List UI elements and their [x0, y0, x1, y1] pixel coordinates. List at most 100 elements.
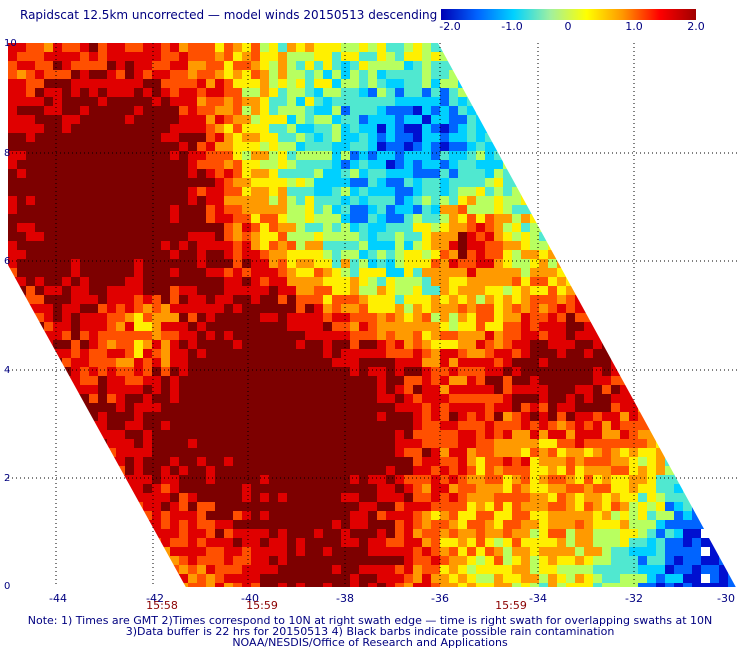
- wind-cell: [440, 43, 449, 52]
- wind-cell: [152, 529, 161, 538]
- wind-cell: [233, 313, 242, 322]
- wind-cell: [206, 340, 215, 349]
- wind-cell: [161, 241, 170, 250]
- wind-cell: [143, 403, 152, 412]
- wind-cell: [422, 556, 431, 565]
- wind-cell: [305, 484, 314, 493]
- wind-cell: [386, 79, 395, 88]
- wind-cell: [584, 574, 593, 583]
- wind-cell: [395, 538, 404, 547]
- wind-cell: [476, 547, 485, 556]
- wind-cell: [71, 565, 80, 574]
- wind-cell: [413, 547, 422, 556]
- wind-cell: [584, 403, 593, 412]
- wind-cell: [62, 232, 71, 241]
- wind-cell: [251, 457, 260, 466]
- wind-cell: [530, 520, 539, 529]
- wind-cell: [674, 556, 683, 565]
- wind-cell: [179, 583, 188, 587]
- wind-cell: [485, 196, 494, 205]
- wind-cell: [458, 340, 467, 349]
- wind-cell: [251, 268, 260, 277]
- wind-cell: [656, 97, 665, 106]
- wind-cell: [287, 196, 296, 205]
- wind-cell: [467, 448, 476, 457]
- wind-cell: [431, 403, 440, 412]
- wind-cell: [476, 457, 485, 466]
- wind-cell: [395, 493, 404, 502]
- wind-cell: [350, 277, 359, 286]
- wind-cell: [305, 142, 314, 151]
- wind-cell: [26, 214, 35, 223]
- wind-cell: [17, 574, 26, 583]
- wind-cell: [71, 214, 80, 223]
- wind-cell: [602, 358, 611, 367]
- wind-cell: [485, 349, 494, 358]
- wind-cell: [683, 295, 692, 304]
- wind-cell: [332, 43, 341, 52]
- wind-cell: [215, 358, 224, 367]
- wind-cell: [35, 439, 44, 448]
- wind-cell: [242, 304, 251, 313]
- wind-cell: [44, 232, 53, 241]
- wind-cell: [350, 340, 359, 349]
- wind-cell: [224, 349, 233, 358]
- wind-cell: [710, 466, 719, 475]
- wind-cell: [161, 502, 170, 511]
- wind-cell: [323, 529, 332, 538]
- wind-cell: [656, 313, 665, 322]
- wind-cell: [386, 547, 395, 556]
- wind-cell: [350, 169, 359, 178]
- wind-cell: [476, 286, 485, 295]
- wind-cell: [314, 97, 323, 106]
- wind-cell: [638, 475, 647, 484]
- wind-cell: [503, 349, 512, 358]
- wind-cell: [125, 295, 134, 304]
- wind-cell: [611, 151, 620, 160]
- wind-cell: [44, 88, 53, 97]
- wind-cell: [35, 511, 44, 520]
- wind-cell: [539, 250, 548, 259]
- wind-cell: [539, 205, 548, 214]
- wind-cell: [485, 412, 494, 421]
- wind-cell: [647, 313, 656, 322]
- wind-cell: [674, 106, 683, 115]
- wind-cell: [404, 385, 413, 394]
- wind-cell: [296, 448, 305, 457]
- wind-cell: [143, 430, 152, 439]
- wind-cell: [71, 421, 80, 430]
- wind-cell: [422, 565, 431, 574]
- wind-cell: [53, 367, 62, 376]
- wind-cell: [584, 358, 593, 367]
- wind-cell: [539, 88, 548, 97]
- wind-cell: [467, 403, 476, 412]
- wind-cell: [296, 376, 305, 385]
- wind-cell: [224, 340, 233, 349]
- wind-cell: [467, 349, 476, 358]
- wind-cell: [170, 52, 179, 61]
- wind-cell: [656, 43, 665, 52]
- wind-cell: [278, 421, 287, 430]
- wind-cell: [233, 268, 242, 277]
- wind-cell: [8, 124, 17, 133]
- wind-cell: [503, 223, 512, 232]
- wind-cell: [341, 502, 350, 511]
- wind-cell: [467, 88, 476, 97]
- wind-cell: [188, 358, 197, 367]
- wind-cell: [548, 70, 557, 79]
- wind-cell: [197, 241, 206, 250]
- wind-cell: [377, 439, 386, 448]
- wind-cell: [674, 520, 683, 529]
- wind-cell: [251, 133, 260, 142]
- wind-cell: [440, 223, 449, 232]
- wind-cell: [548, 322, 557, 331]
- wind-cell: [368, 106, 377, 115]
- wind-cell: [656, 178, 665, 187]
- wind-cell: [224, 448, 233, 457]
- wind-cell: [44, 178, 53, 187]
- wind-cell: [647, 124, 656, 133]
- wind-cell: [251, 529, 260, 538]
- wind-cell: [476, 529, 485, 538]
- wind-cell: [485, 169, 494, 178]
- wind-cell: [8, 529, 17, 538]
